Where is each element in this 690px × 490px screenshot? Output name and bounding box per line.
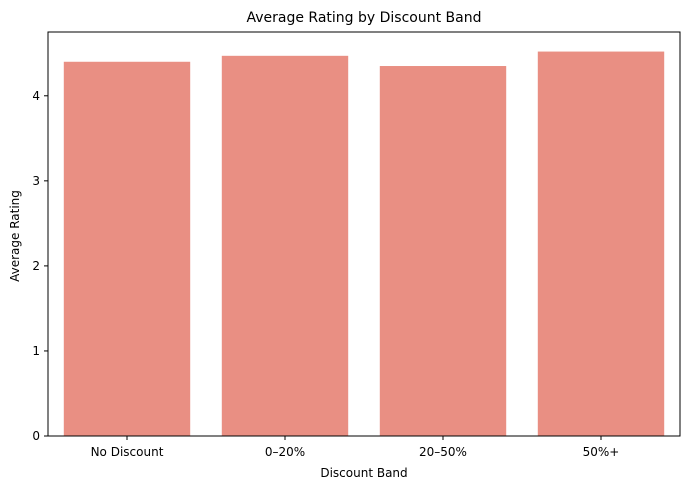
y-axis-ticks: 0 1 2 3 4 bbox=[32, 89, 48, 443]
x-tick-label: 0–20% bbox=[265, 445, 305, 459]
y-tick-label: 4 bbox=[32, 89, 40, 103]
x-axis-label: Discount Band bbox=[320, 466, 407, 480]
x-axis-ticks: No Discount 0–20% 20–50% 50%+ bbox=[91, 436, 620, 459]
y-tick-label: 1 bbox=[32, 344, 40, 358]
x-tick-label: 20–50% bbox=[419, 445, 467, 459]
x-tick-label: 50%+ bbox=[583, 445, 620, 459]
bar-2 bbox=[379, 66, 507, 436]
y-axis-label: Average Rating bbox=[8, 190, 22, 282]
bar-1 bbox=[221, 55, 349, 437]
y-tick-label: 3 bbox=[32, 174, 40, 188]
bar-0 bbox=[63, 61, 191, 436]
y-tick-label: 2 bbox=[32, 259, 40, 273]
y-tick-label: 0 bbox=[32, 429, 40, 443]
bar-3 bbox=[537, 51, 665, 437]
bars-group bbox=[63, 51, 665, 437]
chart-title: Average Rating by Discount Band bbox=[246, 10, 481, 26]
plot-frame bbox=[47, 31, 681, 437]
x-tick-label: No Discount bbox=[91, 445, 164, 459]
